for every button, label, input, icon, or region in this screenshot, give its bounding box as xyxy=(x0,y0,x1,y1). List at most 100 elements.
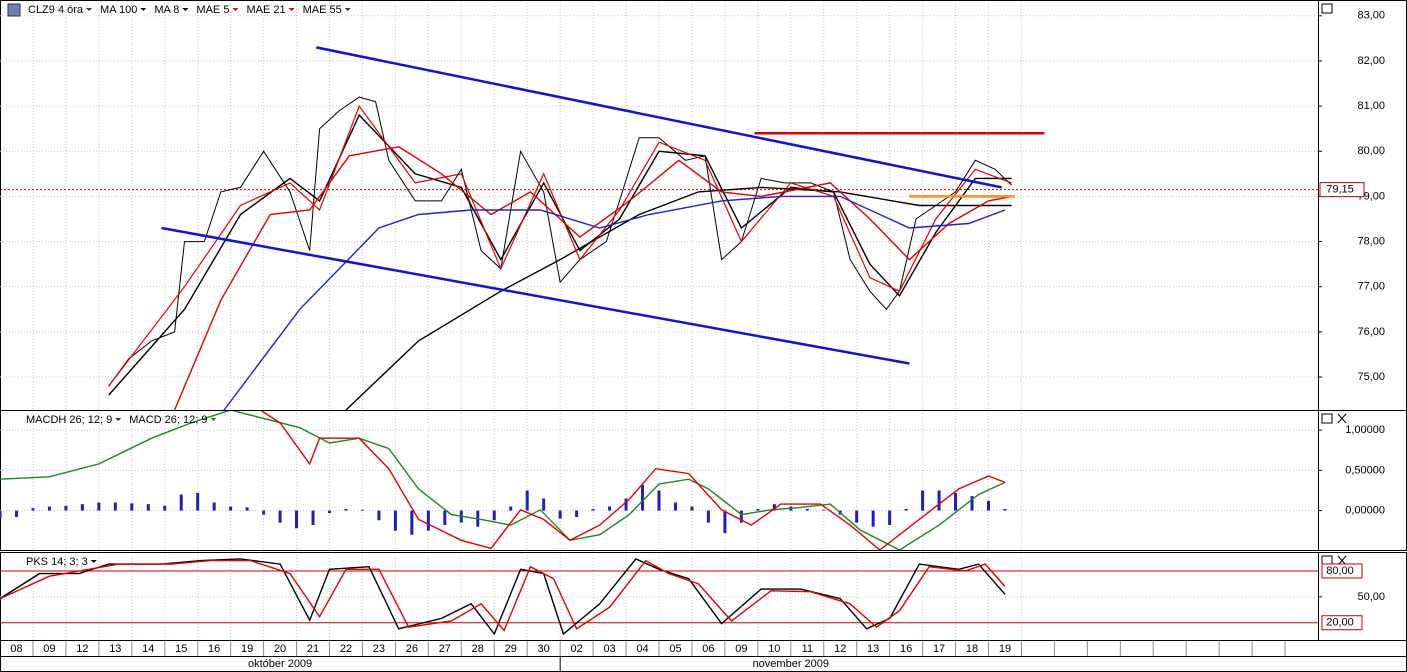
histogram-bar xyxy=(179,494,183,511)
x-tick-label: 17 xyxy=(933,643,945,655)
level-box xyxy=(1321,615,1363,631)
x-tick-label: 23 xyxy=(373,643,385,655)
series-line xyxy=(316,46,1002,189)
histogram-bar xyxy=(393,510,397,531)
histogram-bar xyxy=(591,508,595,511)
plot-area xyxy=(0,1,1318,410)
histogram-bar xyxy=(80,504,84,511)
legend-entry: MACDH 26; 12; 9 xyxy=(26,414,112,426)
x-tick-label: 12 xyxy=(834,643,846,655)
histogram-bar xyxy=(739,510,743,523)
histogram-bar xyxy=(426,510,430,531)
x-tick-label: 12 xyxy=(76,643,88,655)
legend-dropdown xyxy=(90,560,97,563)
series-line xyxy=(223,195,1006,410)
last-price-box xyxy=(1319,182,1365,198)
histogram-bar xyxy=(262,510,266,515)
histogram-bar xyxy=(410,510,414,535)
histogram-bar xyxy=(937,490,941,511)
x-tick-label: 04 xyxy=(636,643,648,655)
histogram-bar xyxy=(344,508,348,511)
y-tick-label: 80,00 xyxy=(1357,145,1385,157)
histogram-bar xyxy=(64,505,68,511)
level-label: 20,00 xyxy=(1326,617,1354,629)
histogram-bar xyxy=(492,510,496,521)
legend-dropdown xyxy=(344,8,351,11)
histogram-bar xyxy=(146,504,150,511)
histogram-bar xyxy=(31,508,35,511)
histogram-bar xyxy=(822,509,826,511)
legend-entry: MA 100 xyxy=(100,4,137,16)
x-tick-label: 10 xyxy=(768,643,780,655)
histogram-bar xyxy=(624,498,628,511)
histogram-bar xyxy=(641,484,645,511)
month-label: október 2009 xyxy=(248,658,312,670)
series-line xyxy=(108,104,1012,387)
histogram-bar xyxy=(295,510,299,529)
symbol-icon xyxy=(7,3,21,17)
histogram-bar xyxy=(229,506,233,511)
x-tick-label: 09 xyxy=(735,643,747,655)
histogram-bar xyxy=(970,496,974,511)
y-tick-label: 81,00 xyxy=(1357,100,1385,112)
y-tick-label: 50,00 xyxy=(1357,591,1385,603)
x-tick-label: 08 xyxy=(10,643,22,655)
x-tick-label: 05 xyxy=(669,643,681,655)
histogram-bar xyxy=(575,510,579,518)
series-line xyxy=(345,186,1012,410)
histogram-bar xyxy=(97,502,101,511)
histogram-bar xyxy=(377,510,381,521)
y-tick-label: 76,00 xyxy=(1357,326,1385,338)
x-tick-label: 29 xyxy=(505,643,517,655)
level-label: 80,00 xyxy=(1326,565,1354,577)
close-button[interactable] xyxy=(1337,413,1347,424)
histogram-bar xyxy=(328,510,331,513)
histogram-bar xyxy=(130,503,134,511)
legend-entry: MAE 5 xyxy=(196,4,229,16)
series-line xyxy=(0,411,1006,550)
legend-dropdown xyxy=(115,418,122,421)
histogram-bar xyxy=(855,510,859,523)
x-tick-label: 16 xyxy=(900,643,912,655)
maximize-button[interactable] xyxy=(1321,413,1333,424)
x-tick-label: 14 xyxy=(142,643,154,655)
y-tick-label: 78,00 xyxy=(1357,235,1385,247)
histogram-bar xyxy=(443,510,447,526)
histogram-bar xyxy=(756,508,760,511)
plot-area xyxy=(0,553,1318,640)
series-line xyxy=(161,226,910,365)
histogram-bar xyxy=(163,505,167,511)
histogram-bar xyxy=(657,490,661,511)
legend-entry: CLZ9 4 óra xyxy=(28,4,84,16)
series-line xyxy=(108,96,1012,387)
histogram-bar xyxy=(706,510,710,523)
legend-dropdown xyxy=(210,418,217,421)
maximize-button[interactable] xyxy=(1321,3,1333,14)
histogram-bar xyxy=(1003,508,1007,511)
histogram-bar xyxy=(805,508,809,511)
x-tick-label: 02 xyxy=(571,643,583,655)
x-tick-label: 27 xyxy=(439,643,451,655)
legend-entry: MAE 55 xyxy=(303,4,342,16)
histogram-bar xyxy=(690,506,694,511)
x-tick-label: 13 xyxy=(109,643,121,655)
histogram-bar xyxy=(278,510,282,523)
legend-entry: MACD 26; 12; 9 xyxy=(129,414,207,426)
x-tick-label: 15 xyxy=(175,643,187,655)
histogram-bar xyxy=(509,506,513,511)
x-tick-label: 28 xyxy=(472,643,484,655)
legend-dropdown xyxy=(232,8,239,11)
y-tick-label: 1,00000 xyxy=(1345,424,1385,436)
x-tick-label: 30 xyxy=(538,643,550,655)
x-tick-label: 09 xyxy=(43,643,55,655)
x-tick-label: 19 xyxy=(241,643,253,655)
legend-dropdown xyxy=(140,8,147,11)
histogram-bar xyxy=(113,502,117,511)
histogram-bar xyxy=(608,506,612,511)
y-tick-label: 82,00 xyxy=(1357,55,1385,67)
x-tick-label: 20 xyxy=(274,643,286,655)
histogram-bar xyxy=(212,502,216,511)
histogram-bar xyxy=(921,490,925,511)
plot-area xyxy=(0,411,1318,550)
